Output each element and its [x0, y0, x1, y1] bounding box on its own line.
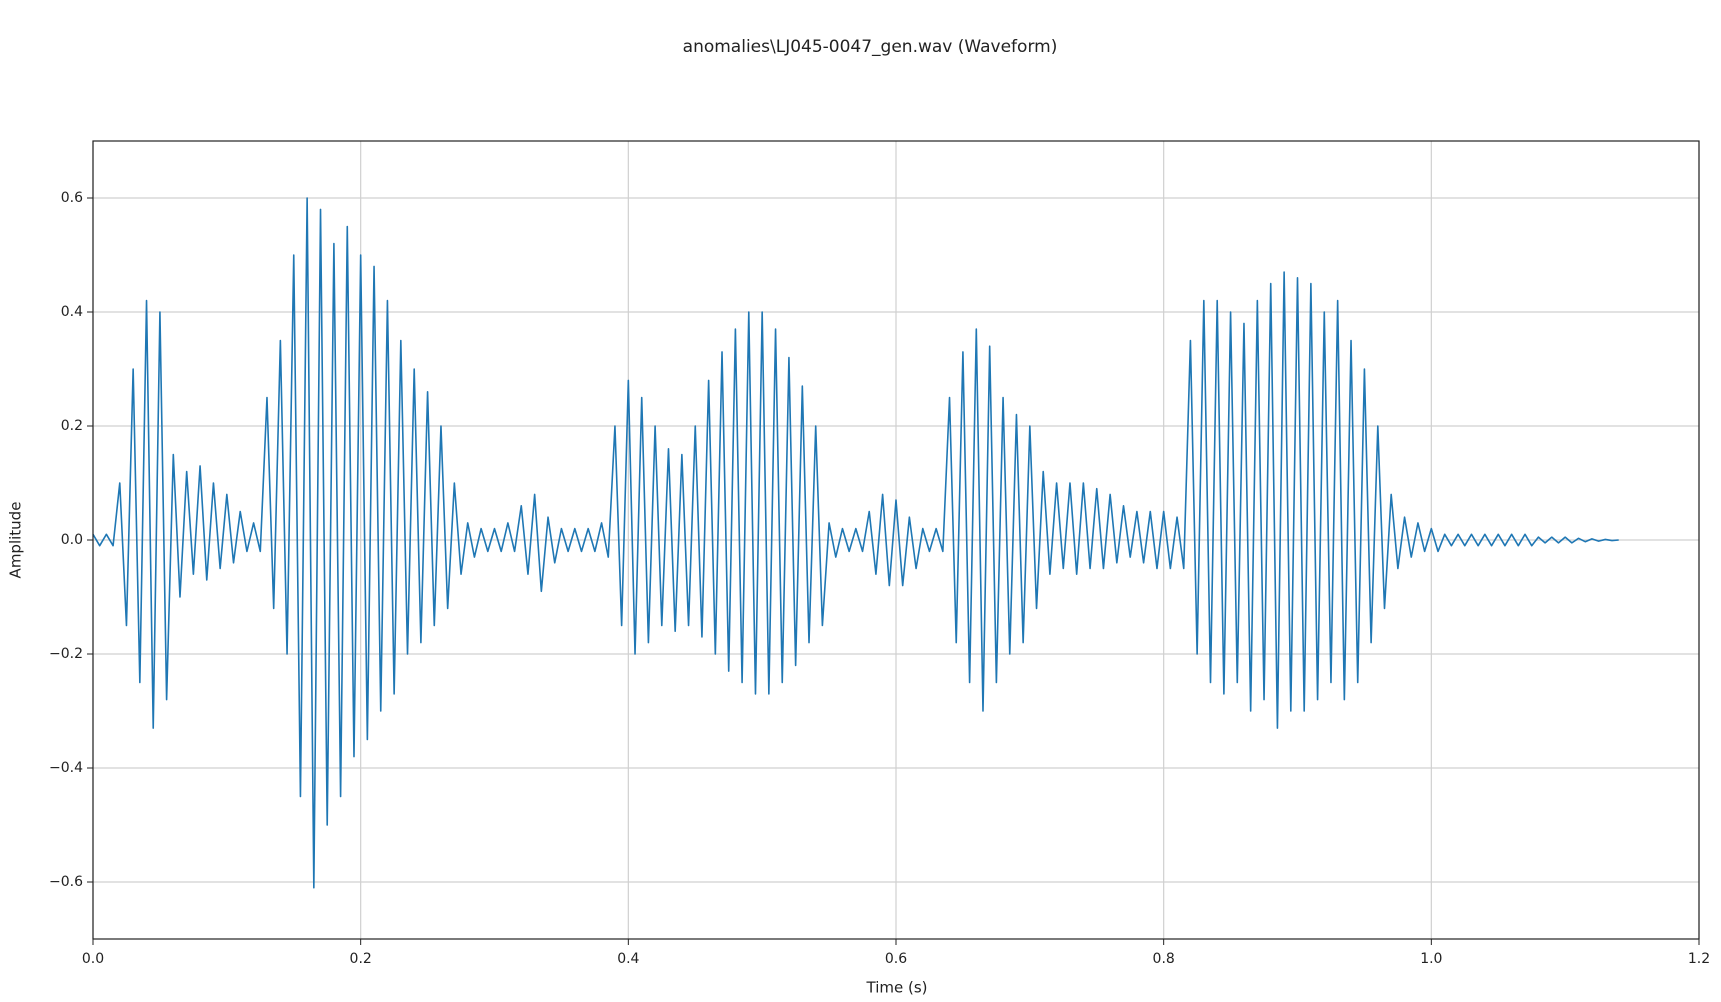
y-tick-label: 0.2: [61, 418, 83, 434]
x-tick-label: 1.2: [1688, 951, 1710, 967]
x-tick-label: 0.4: [617, 951, 639, 967]
y-tick-label: −0.4: [49, 760, 83, 776]
x-tick-label: 0.6: [885, 951, 907, 967]
y-tick-label: 0.4: [61, 304, 83, 320]
x-axis-label: Time (s): [866, 979, 928, 997]
y-tick-label: 0.6: [61, 190, 83, 206]
plot-frame: [92, 140, 1700, 940]
chart-title: anomalies\LJ045-0047_gen.wav (Waveform): [683, 37, 1058, 57]
y-axis-label: Amplitude: [7, 502, 25, 579]
y-tick-label: −0.2: [49, 646, 83, 662]
x-tick-label: 0.0: [82, 951, 104, 967]
y-tick-label: −0.6: [49, 874, 83, 890]
x-tick-label: 1.0: [1420, 951, 1442, 967]
y-tick-label: 0.0: [61, 532, 83, 548]
x-tick-label: 0.8: [1153, 951, 1175, 967]
x-tick-label: 0.2: [350, 951, 372, 967]
waveform-line: [92, 197, 1619, 889]
